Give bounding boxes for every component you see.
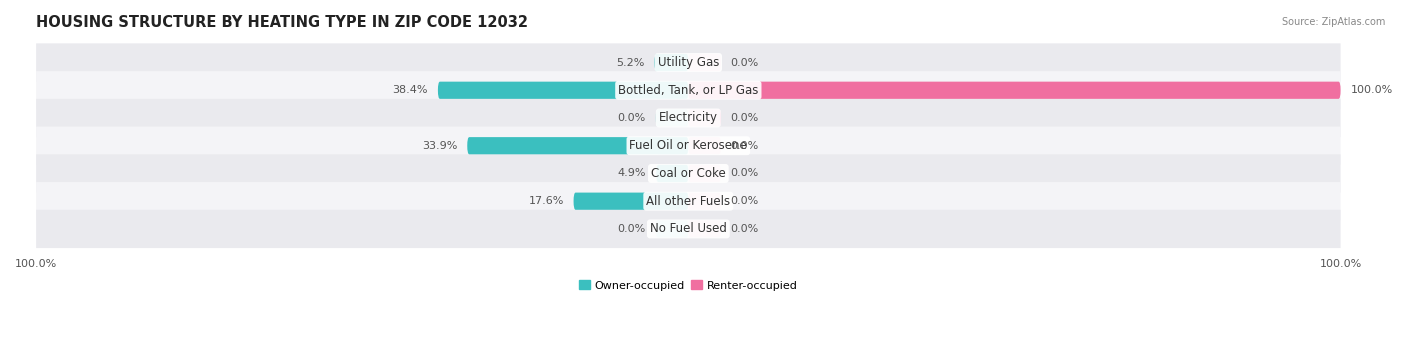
Text: Source: ZipAtlas.com: Source: ZipAtlas.com (1281, 17, 1385, 27)
Text: 17.6%: 17.6% (529, 196, 564, 206)
Text: All other Fuels: All other Fuels (647, 195, 730, 208)
Text: HOUSING STRUCTURE BY HEATING TYPE IN ZIP CODE 12032: HOUSING STRUCTURE BY HEATING TYPE IN ZIP… (37, 15, 529, 30)
FancyBboxPatch shape (467, 137, 689, 154)
FancyBboxPatch shape (37, 154, 1340, 193)
Text: 4.9%: 4.9% (617, 168, 645, 178)
Text: Utility Gas: Utility Gas (658, 56, 718, 69)
FancyBboxPatch shape (655, 193, 689, 210)
Text: 0.0%: 0.0% (731, 113, 759, 123)
Text: 0.0%: 0.0% (617, 224, 645, 234)
FancyBboxPatch shape (657, 165, 689, 182)
FancyBboxPatch shape (655, 54, 689, 71)
FancyBboxPatch shape (655, 109, 689, 127)
FancyBboxPatch shape (37, 127, 1340, 165)
FancyBboxPatch shape (655, 220, 689, 238)
Text: 0.0%: 0.0% (617, 113, 645, 123)
FancyBboxPatch shape (574, 193, 689, 210)
FancyBboxPatch shape (655, 137, 689, 154)
Text: 33.9%: 33.9% (422, 141, 457, 151)
FancyBboxPatch shape (689, 165, 721, 182)
FancyBboxPatch shape (689, 81, 1340, 99)
FancyBboxPatch shape (689, 109, 721, 127)
FancyBboxPatch shape (37, 71, 1340, 109)
FancyBboxPatch shape (689, 137, 721, 154)
FancyBboxPatch shape (437, 81, 689, 99)
Text: 100.0%: 100.0% (1350, 85, 1392, 95)
Text: Fuel Oil or Kerosene: Fuel Oil or Kerosene (630, 139, 747, 152)
Text: Bottled, Tank, or LP Gas: Bottled, Tank, or LP Gas (619, 84, 759, 97)
FancyBboxPatch shape (37, 182, 1340, 220)
FancyBboxPatch shape (689, 193, 721, 210)
Text: 5.2%: 5.2% (616, 58, 645, 68)
FancyBboxPatch shape (689, 54, 721, 71)
FancyBboxPatch shape (37, 43, 1340, 81)
FancyBboxPatch shape (655, 81, 689, 99)
Text: 0.0%: 0.0% (731, 58, 759, 68)
Text: Electricity: Electricity (659, 112, 718, 124)
Text: 38.4%: 38.4% (392, 85, 427, 95)
Text: 0.0%: 0.0% (731, 141, 759, 151)
Text: 0.0%: 0.0% (731, 168, 759, 178)
Text: No Fuel Used: No Fuel Used (650, 222, 727, 235)
Legend: Owner-occupied, Renter-occupied: Owner-occupied, Renter-occupied (575, 276, 803, 295)
Text: Coal or Coke: Coal or Coke (651, 167, 725, 180)
FancyBboxPatch shape (655, 165, 689, 182)
FancyBboxPatch shape (37, 99, 1340, 137)
FancyBboxPatch shape (689, 220, 721, 238)
FancyBboxPatch shape (689, 81, 721, 99)
Text: 0.0%: 0.0% (731, 224, 759, 234)
FancyBboxPatch shape (37, 210, 1340, 248)
FancyBboxPatch shape (654, 54, 689, 71)
Text: 0.0%: 0.0% (731, 196, 759, 206)
